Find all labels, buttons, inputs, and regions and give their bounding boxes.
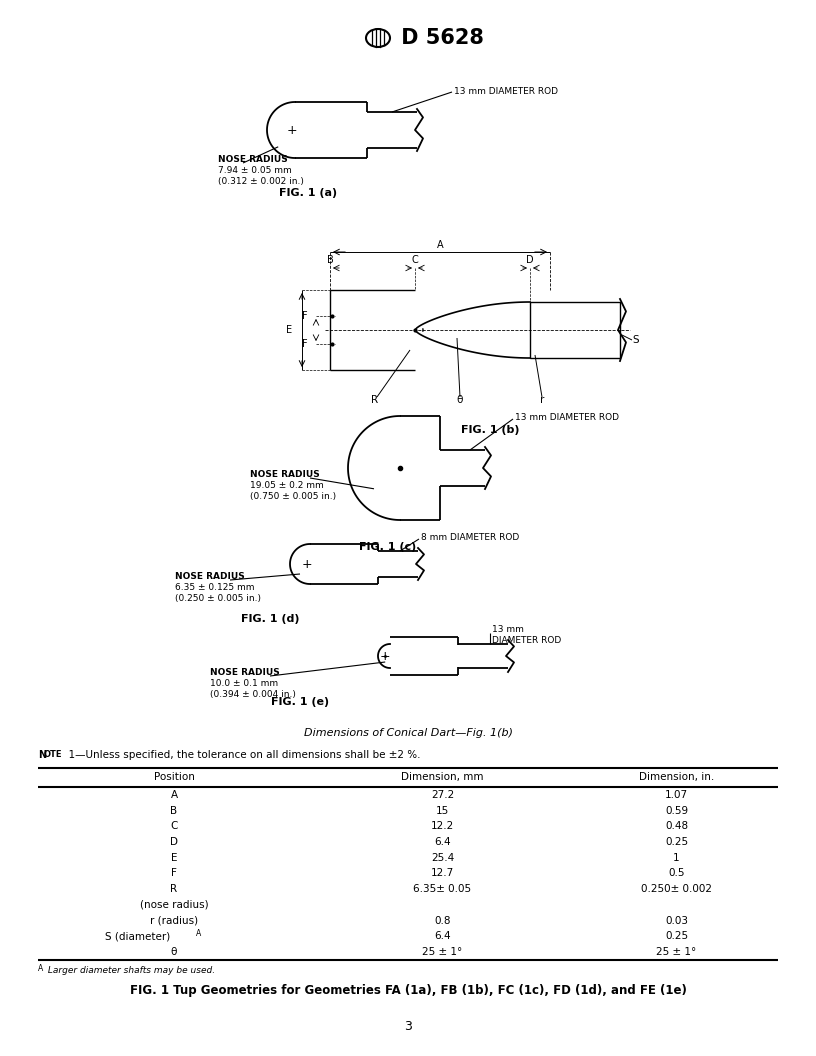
Text: FIG. 1 (a): FIG. 1 (a) bbox=[279, 188, 337, 199]
Text: 1—Unless specified, the tolerance on all dimensions shall be ±2 %.: 1—Unless specified, the tolerance on all… bbox=[62, 750, 420, 760]
Text: 25.4: 25.4 bbox=[431, 853, 455, 863]
Text: E: E bbox=[171, 853, 177, 863]
Text: (0.394 ± 0.004 in.): (0.394 ± 0.004 in.) bbox=[210, 690, 296, 699]
Text: 1.07: 1.07 bbox=[665, 790, 688, 799]
Text: θ: θ bbox=[457, 395, 463, 406]
Text: D: D bbox=[526, 254, 534, 265]
Text: B: B bbox=[171, 806, 178, 815]
Text: Larger diameter shafts may be used.: Larger diameter shafts may be used. bbox=[45, 966, 215, 975]
Text: NOSE RADIUS: NOSE RADIUS bbox=[175, 572, 245, 581]
Text: r: r bbox=[540, 395, 544, 406]
Text: 6.35± 0.05: 6.35± 0.05 bbox=[414, 884, 472, 894]
Text: D: D bbox=[170, 837, 178, 847]
Text: C: C bbox=[411, 254, 419, 265]
Text: 0.25: 0.25 bbox=[665, 837, 688, 847]
Text: D 5628: D 5628 bbox=[394, 29, 484, 48]
Text: 6.35 ± 0.125 mm: 6.35 ± 0.125 mm bbox=[175, 583, 255, 592]
Text: F: F bbox=[303, 339, 308, 348]
Text: C: C bbox=[171, 822, 178, 831]
Text: 12.2: 12.2 bbox=[431, 822, 455, 831]
Text: FIG. 1 (d): FIG. 1 (d) bbox=[241, 614, 299, 624]
Text: F: F bbox=[303, 312, 308, 321]
Text: Dimensions of Conical Dart—Fig. 1(b): Dimensions of Conical Dart—Fig. 1(b) bbox=[304, 728, 512, 738]
Text: A: A bbox=[196, 929, 202, 938]
Text: 10.0 ± 0.1 mm: 10.0 ± 0.1 mm bbox=[210, 679, 278, 689]
Text: 27.2: 27.2 bbox=[431, 790, 455, 799]
Text: DIAMETER ROD: DIAMETER ROD bbox=[492, 636, 561, 645]
Text: 19.05 ± 0.2 mm: 19.05 ± 0.2 mm bbox=[250, 480, 324, 490]
Text: FIG. 1 Tup Geometries for Geometries FA (1a), FB (1b), FC (1c), FD (1d), and FE : FIG. 1 Tup Geometries for Geometries FA … bbox=[130, 984, 686, 997]
Text: 6.4: 6.4 bbox=[434, 931, 450, 941]
Text: 0.03: 0.03 bbox=[665, 916, 688, 926]
Text: (0.250 ± 0.005 in.): (0.250 ± 0.005 in.) bbox=[175, 593, 261, 603]
Text: 13 mm: 13 mm bbox=[492, 625, 524, 634]
Text: 13 mm DIAMETER ROD: 13 mm DIAMETER ROD bbox=[515, 414, 619, 422]
Text: FIG. 1 (e): FIG. 1 (e) bbox=[271, 697, 329, 708]
Text: NOSE RADIUS: NOSE RADIUS bbox=[250, 470, 320, 479]
Text: +: + bbox=[286, 124, 297, 136]
Text: Dimension, mm: Dimension, mm bbox=[401, 772, 484, 782]
Text: +: + bbox=[302, 558, 313, 570]
Text: 7.94 ± 0.05 mm: 7.94 ± 0.05 mm bbox=[218, 166, 292, 175]
Text: 0.8: 0.8 bbox=[434, 916, 450, 926]
Text: N: N bbox=[38, 750, 47, 760]
Text: (0.750 ± 0.005 in.): (0.750 ± 0.005 in.) bbox=[250, 492, 336, 501]
Text: Position: Position bbox=[153, 772, 194, 782]
Text: 0.250± 0.002: 0.250± 0.002 bbox=[641, 884, 712, 894]
Text: 1: 1 bbox=[673, 853, 680, 863]
Text: A: A bbox=[171, 790, 178, 799]
Text: Dimension, in.: Dimension, in. bbox=[639, 772, 714, 782]
Text: (nose radius): (nose radius) bbox=[140, 900, 208, 910]
Text: S: S bbox=[632, 335, 639, 345]
Text: 25 ± 1°: 25 ± 1° bbox=[656, 947, 697, 957]
Text: 0.5: 0.5 bbox=[668, 868, 685, 879]
Bar bbox=[530, 302, 620, 358]
Text: 0.59: 0.59 bbox=[665, 806, 688, 815]
Text: +: + bbox=[379, 649, 390, 662]
Text: 6.4: 6.4 bbox=[434, 837, 450, 847]
Text: E: E bbox=[286, 325, 292, 335]
Text: θ: θ bbox=[171, 947, 177, 957]
Text: 13 mm DIAMETER ROD: 13 mm DIAMETER ROD bbox=[454, 88, 558, 96]
Text: R: R bbox=[171, 884, 178, 894]
Text: NOSE RADIUS: NOSE RADIUS bbox=[218, 155, 288, 164]
Text: 0.48: 0.48 bbox=[665, 822, 688, 831]
Text: 12.7: 12.7 bbox=[431, 868, 455, 879]
Text: (0.312 ± 0.002 in.): (0.312 ± 0.002 in.) bbox=[218, 177, 304, 186]
Text: A: A bbox=[437, 240, 443, 250]
Text: 8 mm DIAMETER ROD: 8 mm DIAMETER ROD bbox=[421, 533, 519, 543]
Text: FIG. 1 (c): FIG. 1 (c) bbox=[359, 542, 417, 552]
Text: OTE: OTE bbox=[44, 750, 63, 759]
Text: F: F bbox=[171, 868, 177, 879]
Text: 25 ± 1°: 25 ± 1° bbox=[423, 947, 463, 957]
Text: S (diameter): S (diameter) bbox=[104, 931, 170, 941]
Text: R: R bbox=[371, 395, 379, 406]
Text: 3: 3 bbox=[404, 1020, 412, 1033]
Text: B: B bbox=[326, 254, 334, 265]
Text: A: A bbox=[38, 964, 43, 973]
Text: r (radius): r (radius) bbox=[150, 916, 198, 926]
Text: NOSE RADIUS: NOSE RADIUS bbox=[210, 668, 280, 677]
Text: FIG. 1 (b): FIG. 1 (b) bbox=[461, 425, 519, 435]
Text: 15: 15 bbox=[436, 806, 449, 815]
Text: 0.25: 0.25 bbox=[665, 931, 688, 941]
